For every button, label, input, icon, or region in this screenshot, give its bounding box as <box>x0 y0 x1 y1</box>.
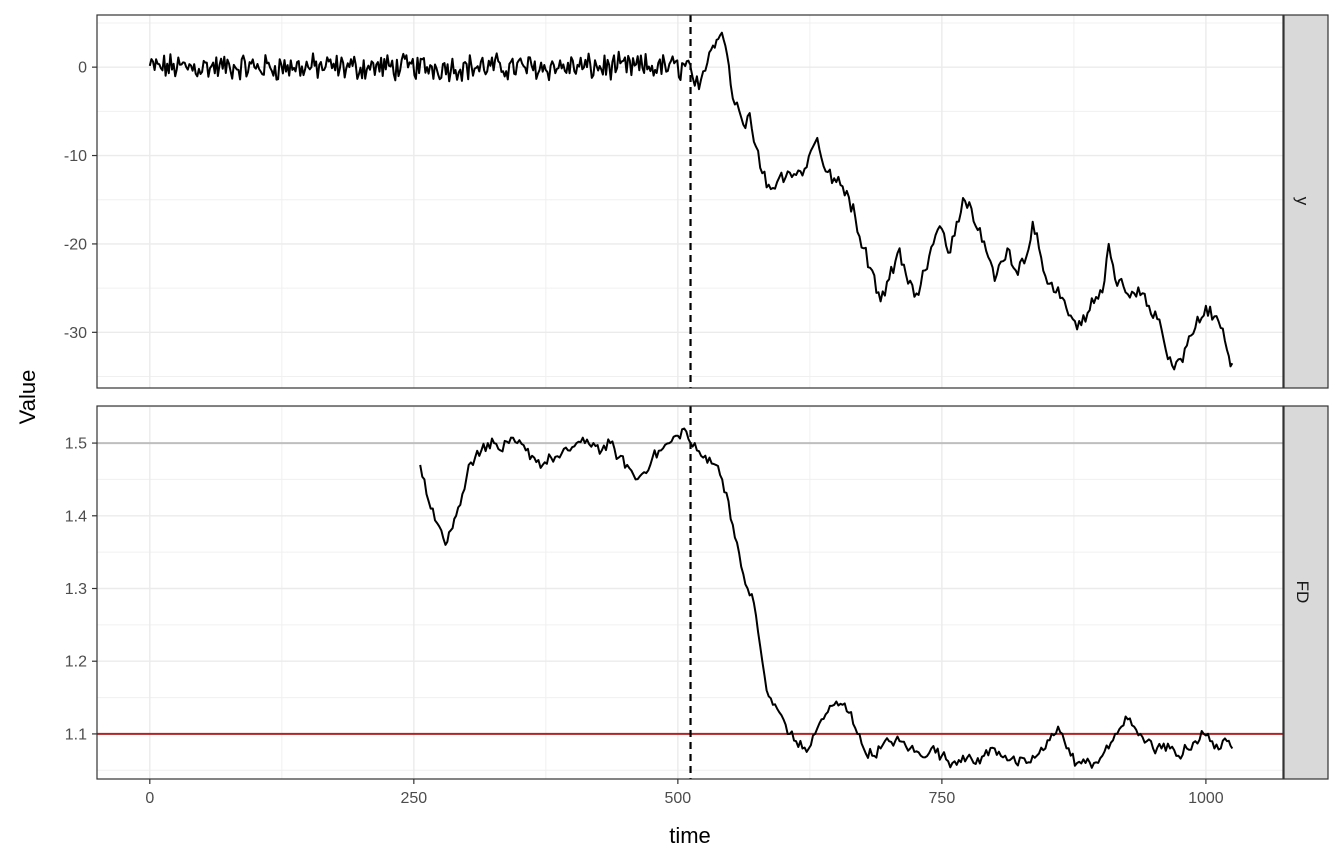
panel-fd-border <box>96 405 1284 780</box>
y-tick-label: 1.5 <box>65 436 87 453</box>
series-line <box>689 31 1234 371</box>
x-tick-label: 750 <box>929 790 956 807</box>
x-tick-label: 0 <box>145 790 154 807</box>
y-tick-label: 0 <box>78 60 87 77</box>
panel-y: 0 -10 -20 -30 y <box>64 14 1329 389</box>
y-tick-label: 1.3 <box>65 581 87 598</box>
panel-y-border <box>96 14 1284 389</box>
x-tick-label: 500 <box>665 790 692 807</box>
y-tick-label: -30 <box>64 325 87 342</box>
y-tick-label: -10 <box>64 148 87 165</box>
y-axis-title: Value <box>15 370 40 425</box>
x-tick-label: 250 <box>400 790 427 807</box>
strip-label-fd: FD <box>1293 581 1312 604</box>
panel-y-lines <box>148 15 1234 388</box>
y-tick-label: 1.1 <box>65 726 87 743</box>
strip-y-background <box>1283 14 1329 389</box>
panel-fd-y-axis: 1.1 1.2 1.3 1.4 1.5 <box>65 436 97 743</box>
x-axis: 0 250 500 750 1000 <box>145 779 1224 807</box>
panel-fd: 1.1 1.2 1.3 1.4 1.5 FD <box>65 405 1329 780</box>
panel-y-y-axis: 0 -10 -20 -30 <box>64 60 97 342</box>
x-axis-title: time <box>669 823 711 848</box>
y-tick-label: 1.2 <box>65 654 87 671</box>
y-tick-label: 1.4 <box>65 508 87 525</box>
strip-fd-background <box>1283 405 1329 780</box>
x-tick-label: 1000 <box>1188 790 1224 807</box>
y-tick-label: -20 <box>64 236 87 253</box>
series-line <box>148 50 691 83</box>
panel-fd-lines <box>97 406 1283 779</box>
strip-label-y: y <box>1293 197 1312 206</box>
series-line <box>419 427 1234 769</box>
